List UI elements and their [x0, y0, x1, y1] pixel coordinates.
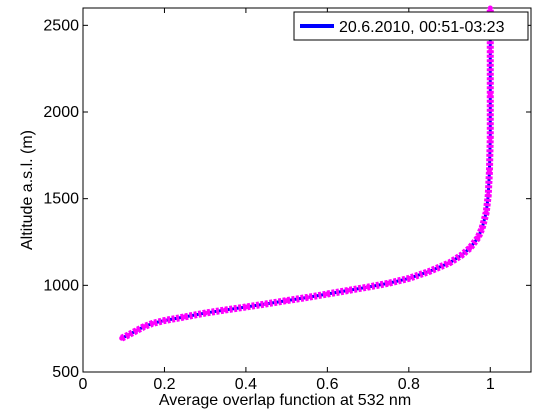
- data-point: [182, 314, 188, 320]
- data-point: [479, 225, 485, 231]
- y-tick-label: 1500: [43, 191, 79, 208]
- x-axis-label: Average overlap function at 532 nm: [159, 392, 411, 409]
- data-point: [161, 318, 167, 324]
- y-tick-label: 2000: [43, 104, 79, 121]
- data-point: [365, 284, 371, 290]
- x-tick-label: 0.2: [153, 376, 175, 393]
- data-point: [263, 301, 269, 307]
- data-point: [487, 48, 493, 54]
- data-point: [406, 275, 412, 281]
- data-point: [243, 304, 249, 310]
- data-point: [324, 291, 330, 297]
- y-tick-label: 1000: [43, 277, 79, 294]
- data-point: [202, 310, 208, 316]
- legend-label: 20.6.2010, 00:51-03:23: [339, 19, 505, 36]
- x-tick-label: 0.8: [398, 376, 420, 393]
- data-point: [483, 210, 489, 216]
- data-point: [459, 252, 465, 258]
- data-point: [119, 335, 125, 341]
- data-point: [385, 280, 391, 286]
- data-point: [426, 268, 432, 274]
- data-point: [485, 192, 491, 198]
- data-point: [487, 5, 493, 11]
- data-point: [345, 288, 351, 294]
- data-point: [447, 260, 453, 266]
- x-tick-label: 0: [79, 376, 88, 393]
- data-point: [141, 324, 147, 330]
- y-tick-label: 500: [52, 364, 79, 381]
- data-point: [467, 245, 473, 251]
- data-point: [487, 92, 493, 98]
- x-tick-label: 0.6: [316, 376, 338, 393]
- plot-area: [82, 7, 532, 373]
- data-point: [304, 294, 310, 300]
- data-point: [125, 332, 131, 338]
- y-axis-label: Altitude a.s.l. (m): [19, 130, 36, 250]
- data-point: [133, 328, 139, 334]
- data-point: [475, 235, 481, 241]
- data-point: [486, 168, 492, 174]
- legend: 20.6.2010, 00:51-03:23: [293, 11, 529, 41]
- y-axis-ticks: 500 1000 1500 2000 2500: [43, 17, 531, 381]
- data-point: [284, 298, 290, 304]
- series-layer: [119, 5, 494, 342]
- data-point: [487, 135, 493, 141]
- data-point: [149, 320, 155, 326]
- y-tick-label: 2500: [43, 17, 79, 34]
- x-tick-label: 0.4: [235, 376, 257, 393]
- x-tick-label: 1: [486, 376, 495, 393]
- data-point: [223, 307, 229, 313]
- x-axis-ticks: 0 0.2 0.4 0.6 0.8 1: [79, 8, 495, 393]
